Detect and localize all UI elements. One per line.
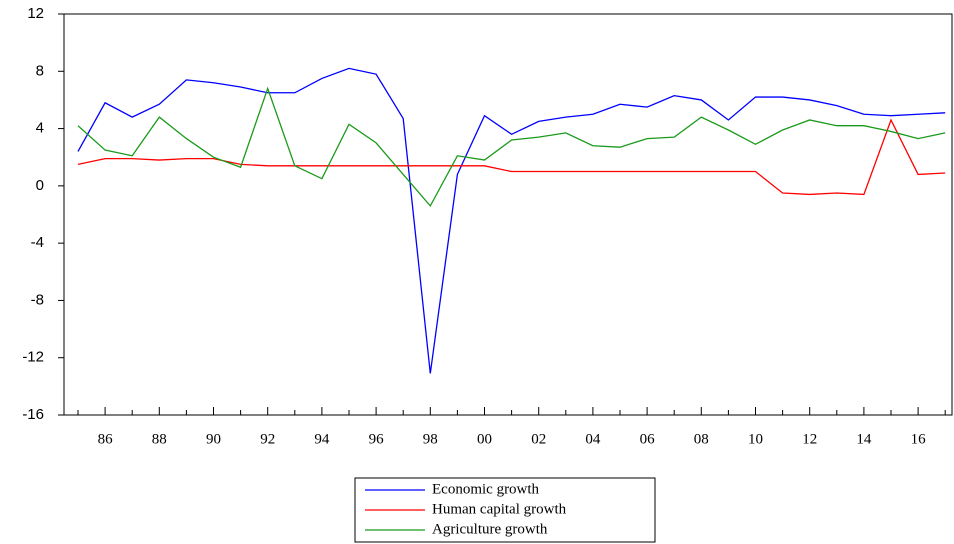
x-tick-label: 10 — [748, 431, 763, 447]
y-tick-label: -8 — [31, 291, 44, 308]
y-tick-label: 0 — [36, 177, 44, 194]
y-tick-label: 4 — [36, 120, 44, 137]
x-tick-label: 90 — [206, 431, 221, 447]
series-line — [77, 118, 946, 196]
x-tick-label: 08 — [694, 431, 709, 447]
series-line — [77, 67, 946, 374]
series-line — [77, 86, 946, 208]
x-tick-label: 14 — [856, 431, 872, 447]
legend-label: Agriculture growth — [432, 521, 548, 537]
x-tick-label: 16 — [911, 431, 927, 447]
x-tick-label: 00 — [477, 431, 492, 447]
plot-frame — [63, 13, 953, 416]
x-tick-label: 96 — [369, 431, 385, 447]
y-tick-label: -12 — [22, 349, 44, 366]
x-tick-label: 94 — [314, 431, 330, 447]
x-tick-label: 88 — [152, 431, 167, 447]
y-tick-label: 12 — [27, 5, 44, 22]
x-tick-label: 12 — [802, 431, 817, 447]
x-tick-label: 06 — [640, 431, 656, 447]
x-tick-label: 98 — [423, 431, 438, 447]
x-tick-label: 04 — [585, 431, 601, 447]
y-tick-label: 8 — [36, 62, 44, 79]
x-tick-label: 92 — [260, 431, 275, 447]
x-tick-label: 86 — [98, 431, 114, 447]
y-tick-label: -16 — [22, 406, 44, 423]
x-tick-label: 02 — [531, 431, 546, 447]
y-tick-label: -4 — [31, 234, 44, 251]
legend-label: Human capital growth — [432, 501, 567, 517]
legend-label: Economic growth — [432, 481, 540, 497]
